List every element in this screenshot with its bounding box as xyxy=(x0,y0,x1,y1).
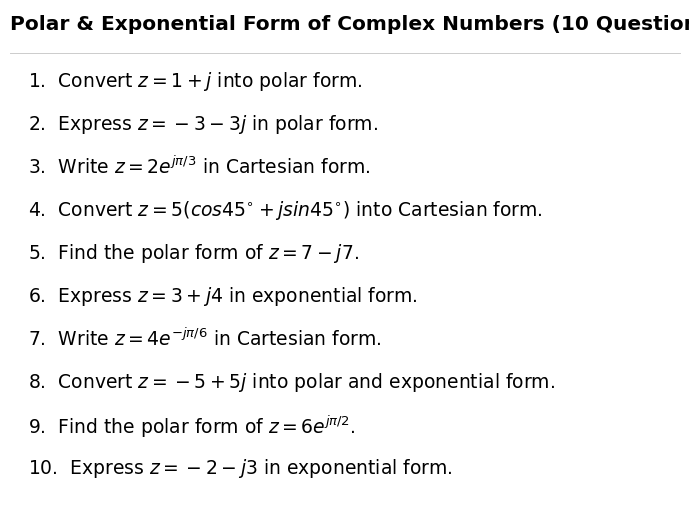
Text: 1.  Convert $z = 1 + j$ into polar form.: 1. Convert $z = 1 + j$ into polar form. xyxy=(28,70,362,93)
Text: 3.  Write $z = 2e^{j\pi/3}$ in Cartesian form.: 3. Write $z = 2e^{j\pi/3}$ in Cartesian … xyxy=(28,156,371,178)
Text: 7.  Write $z = 4e^{-j\pi/6}$ in Cartesian form.: 7. Write $z = 4e^{-j\pi/6}$ in Cartesian… xyxy=(28,328,382,350)
Text: 8.  Convert $z = -5 + 5j$ into polar and exponential form.: 8. Convert $z = -5 + 5j$ into polar and … xyxy=(28,371,555,394)
Text: 5.  Find the polar form of $z = 7 - j7$.: 5. Find the polar form of $z = 7 - j7$. xyxy=(28,242,359,265)
Text: 2.  Express $z = -3 - 3j$ in polar form.: 2. Express $z = -3 - 3j$ in polar form. xyxy=(28,113,378,136)
Text: 10.  Express $z = -2 - j3$ in exponential form.: 10. Express $z = -2 - j3$ in exponential… xyxy=(28,457,453,480)
Text: 4.  Convert $z = 5(\mathit{cos}45^{\circ} + j\mathit{sin}45^{\circ})$ into Carte: 4. Convert $z = 5(\mathit{cos}45^{\circ}… xyxy=(28,199,543,222)
Text: 6.  Express $z = 3 + j4$ in exponential form.: 6. Express $z = 3 + j4$ in exponential f… xyxy=(28,285,418,308)
Text: 9.  Find the polar form of $z = 6e^{j\pi/2}$.: 9. Find the polar form of $z = 6e^{j\pi/… xyxy=(28,414,356,440)
Text: Polar & Exponential Form of Complex Numbers (10 Question: Polar & Exponential Form of Complex Numb… xyxy=(10,15,689,34)
